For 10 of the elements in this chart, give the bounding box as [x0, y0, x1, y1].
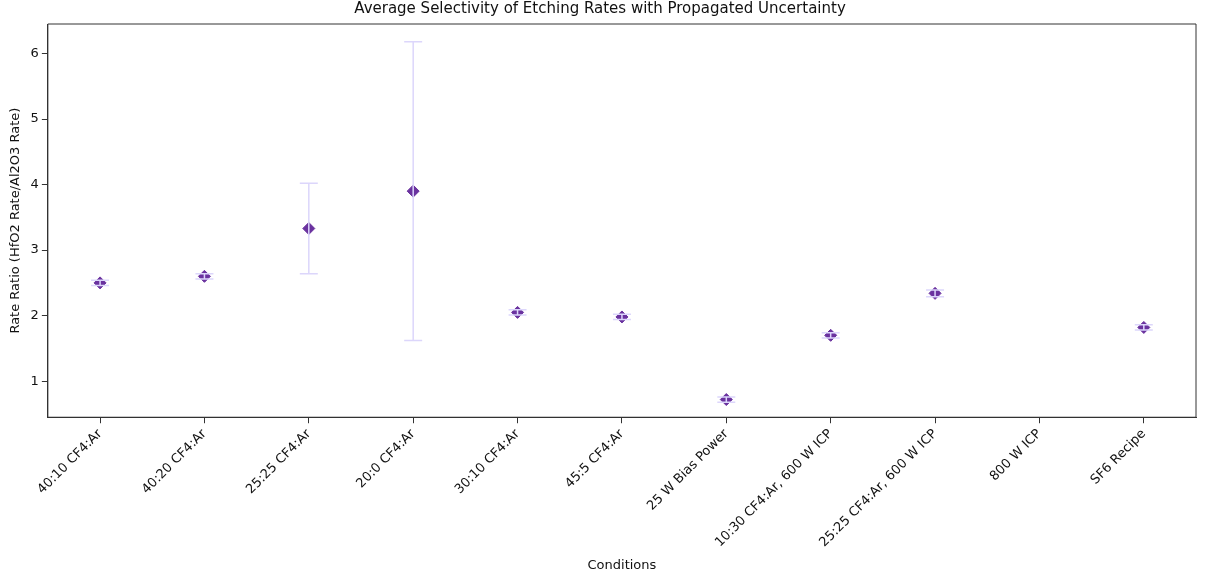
- x-tick-label: 800 W ICP: [986, 425, 1045, 484]
- y-axis-title: Rate Ratio (HfO2 Rate/Al2O3 Rate): [7, 107, 23, 334]
- x-axis-title: Conditions: [587, 556, 657, 572]
- y-tick-label: 2: [30, 307, 39, 323]
- y-tick-label: 1: [30, 372, 39, 388]
- y-tick-label: 6: [30, 44, 39, 60]
- y-tick-label: 5: [30, 110, 39, 126]
- y-tick-label: 3: [30, 241, 39, 257]
- chart-title: Average Selectivity of Etching Rates with Propagated Uncertainty: [354, 0, 846, 17]
- y-tick-label: 4: [30, 175, 39, 191]
